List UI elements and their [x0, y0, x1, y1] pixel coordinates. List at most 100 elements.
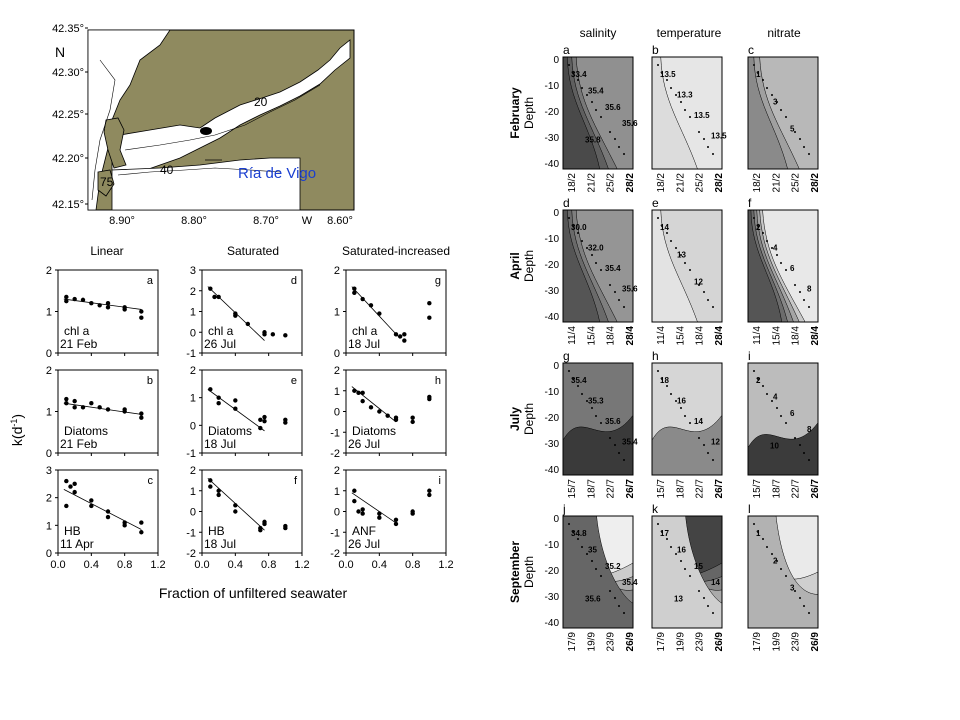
panel-variable-label: Diatoms: [352, 424, 396, 438]
map-depth-contour: [91, 59, 116, 201]
y-tick-label: 0: [46, 448, 52, 460]
sample-point: [703, 138, 705, 140]
contour-label: 2: [756, 223, 761, 232]
contour-label: 35.6: [622, 285, 638, 294]
sample-point: [757, 72, 759, 74]
date-tick-label: 28/2: [810, 173, 821, 193]
data-point: [245, 321, 251, 327]
sample-point: [794, 284, 796, 286]
y-tick-label: 1: [190, 486, 196, 498]
sample-point: [785, 575, 787, 577]
sample-point: [698, 590, 700, 592]
map-depth-contour: [117, 167, 281, 176]
sample-point: [661, 72, 663, 74]
sample-point: [762, 79, 764, 81]
date-tick-label: 15/7: [656, 479, 667, 499]
panel-date-label: 11 Apr: [60, 537, 94, 551]
panel-letter: a: [147, 275, 154, 287]
contour-label: 17: [660, 529, 669, 538]
contour-label: 35.8: [585, 136, 601, 145]
data-point: [105, 514, 111, 520]
sample-point: [684, 109, 686, 111]
data-point: [89, 301, 94, 306]
sample-point: [762, 385, 764, 387]
data-point: [393, 517, 399, 522]
y-tick-label: 1: [334, 307, 340, 319]
data-point: [360, 390, 365, 396]
sample-point: [609, 590, 611, 592]
y-tick-label: 1: [46, 520, 52, 532]
panel-letter: a: [563, 43, 570, 57]
contour-label: 6: [790, 409, 795, 418]
sample-point: [771, 94, 773, 96]
date-tick-label: 22/7: [791, 479, 802, 499]
contour-label: 35.6: [622, 119, 638, 128]
contour-label: 16: [677, 397, 686, 406]
y-axis-label: k(d-1): [9, 414, 25, 446]
date-tick-label: 18/7: [586, 479, 597, 499]
panel-letter: d: [291, 275, 297, 287]
data-point: [262, 418, 267, 424]
sample-point: [657, 217, 659, 219]
sample-point: [609, 284, 611, 286]
panel-letter: e: [652, 196, 659, 210]
latitude-label: 42.25°: [52, 109, 84, 121]
sample-point: [808, 459, 810, 461]
contour-label: 3: [773, 97, 778, 106]
panel-letter: i: [439, 475, 441, 487]
data-point: [427, 492, 432, 498]
sample-point: [808, 153, 810, 155]
date-tick-label: 28/2: [714, 173, 725, 193]
date-tick-label: 18/2: [567, 173, 578, 193]
data-point: [397, 334, 403, 339]
sample-point: [618, 605, 620, 607]
sample-point: [600, 116, 602, 118]
sample-point: [614, 291, 616, 293]
contour-label: 1: [756, 70, 761, 79]
dilution-experiments: Linear Saturated Saturated-increased012ach…: [9, 244, 454, 601]
contour-label: 13.3: [677, 91, 693, 100]
sample-point: [785, 422, 787, 424]
sample-point: [595, 262, 597, 264]
y-tick-label: 1: [190, 307, 196, 319]
section-frame: [562, 515, 634, 629]
data-point: [410, 509, 415, 514]
contour-label: 34.8: [571, 529, 587, 538]
data-point: [427, 488, 432, 493]
sampling-station-marker: [200, 127, 212, 135]
sample-point: [600, 269, 602, 271]
data-point: [122, 523, 127, 528]
y-axis-label-main: k(d: [9, 427, 25, 446]
panel-date-label: 26 Jul: [348, 437, 380, 451]
panel-date-label: 26 Jul: [348, 537, 380, 551]
date-tick-label: 11/4: [752, 326, 763, 345]
y-tick-label: 2: [334, 365, 340, 377]
data-point: [233, 313, 238, 318]
contour-label: 8: [807, 285, 812, 294]
sample-point: [684, 262, 686, 264]
panel-letter: f: [294, 475, 298, 487]
data-point: [139, 530, 144, 535]
y-tick-label: 1: [334, 486, 340, 498]
sample-point: [618, 146, 620, 148]
y-tick-label: 0: [190, 507, 196, 519]
sample-point: [753, 64, 755, 66]
data-point: [97, 405, 102, 410]
sample-point: [577, 385, 579, 387]
regression-line: [63, 298, 142, 310]
depth-label: 40: [160, 163, 174, 177]
depth-axis-label: Depth: [522, 403, 536, 435]
sample-point: [785, 116, 787, 118]
sample-point: [623, 612, 625, 614]
map-island-south: [97, 169, 115, 197]
data-point: [216, 492, 221, 498]
contour-label: 8: [807, 425, 812, 434]
latitude-label: 42.30°: [52, 67, 84, 79]
data-point: [360, 507, 365, 512]
data-point: [216, 294, 221, 300]
data-point: [105, 407, 111, 412]
sample-point: [757, 225, 759, 227]
sample-point: [568, 64, 570, 66]
date-tick-label: 26/7: [625, 479, 636, 499]
contour-label: 35.4: [588, 86, 604, 95]
